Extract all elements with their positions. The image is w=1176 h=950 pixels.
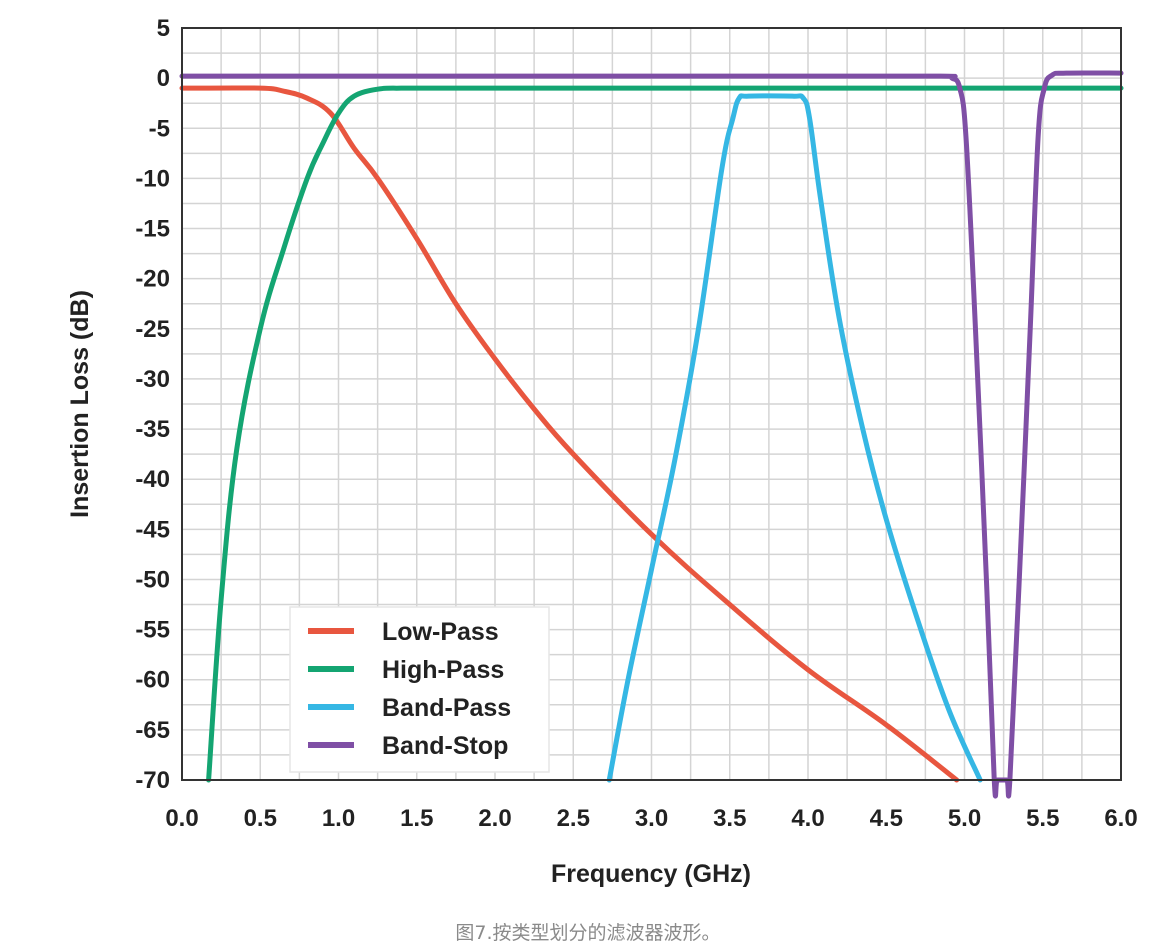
legend: Low-Pass High-Pass Band-Pass Band-Stop <box>289 606 550 773</box>
x-tick-label: 6.0 <box>1104 805 1137 832</box>
figure-caption: 图7.按类型划分的滤波器波形。 <box>455 922 721 944</box>
legend-label: High-Pass <box>382 656 504 684</box>
x-tick-label: 1.0 <box>322 805 355 832</box>
y-tick-label: -30 <box>135 366 170 393</box>
x-tick-label: 3.0 <box>635 805 668 832</box>
y-tick-label: -50 <box>135 566 170 593</box>
y-tick-label: 0 <box>157 65 170 92</box>
x-tick-label: 5.5 <box>1026 805 1059 832</box>
x-tick-label: 5.0 <box>948 805 981 832</box>
grid-lines <box>181 27 1122 781</box>
band-pass-line <box>606 93 983 783</box>
filter-response-chart: 5 0 -5 -10 -15 -20 -25 -30 -35 -40 -45 -50 -55 -60 -65… <box>66 15 1138 888</box>
y-tick-label: -15 <box>135 216 170 243</box>
x-tick-label: 0.5 <box>244 805 277 832</box>
x-tick-label: 0.0 <box>165 805 198 832</box>
x-tick-label: 3.5 <box>713 805 746 832</box>
y-axis-title: Insertion Loss (dB) <box>66 290 94 518</box>
y-tick-label: -60 <box>135 667 170 694</box>
x-tick-label: 4.0 <box>791 805 824 832</box>
y-tick-label: -5 <box>149 115 170 142</box>
x-tick-labels: 0.0 0.5 1.0 1.5 2.0 2.5 3.0 3.5 4.0 4.5 5.0 5.5 6.0 <box>165 805 1137 832</box>
legend-label: Band-Pass <box>382 694 511 722</box>
y-tick-labels: 5 0 -5 -10 -15 -20 -25 -30 -35 -40 -45 -50 -55 -60 -65… <box>135 15 170 794</box>
y-tick-label: -35 <box>135 416 170 443</box>
x-axis-title: Frequency (GHz) <box>551 860 751 888</box>
y-tick-label: -25 <box>135 316 170 343</box>
x-tick-label: 2.0 <box>478 805 511 832</box>
y-tick-label: -65 <box>135 717 170 744</box>
y-tick-label: -10 <box>135 165 170 192</box>
series-lines <box>179 70 1124 799</box>
y-tick-label: -20 <box>135 266 170 293</box>
y-tick-label: -40 <box>135 466 170 493</box>
y-tick-label: -55 <box>135 617 170 644</box>
legend-label: Low-Pass <box>382 618 499 646</box>
y-tick-label: 5 <box>157 15 170 42</box>
y-tick-label: -45 <box>135 516 170 543</box>
x-tick-label: 1.5 <box>400 805 433 832</box>
legend-label: Band-Stop <box>382 732 508 760</box>
low-pass-line <box>179 85 960 783</box>
x-tick-label: 2.5 <box>557 805 590 832</box>
y-tick-label: -70 <box>135 767 170 794</box>
plot-frame <box>181 27 1122 781</box>
x-tick-label: 4.5 <box>870 805 903 832</box>
high-pass-line <box>206 85 1124 783</box>
band-stop-line <box>179 70 1124 799</box>
